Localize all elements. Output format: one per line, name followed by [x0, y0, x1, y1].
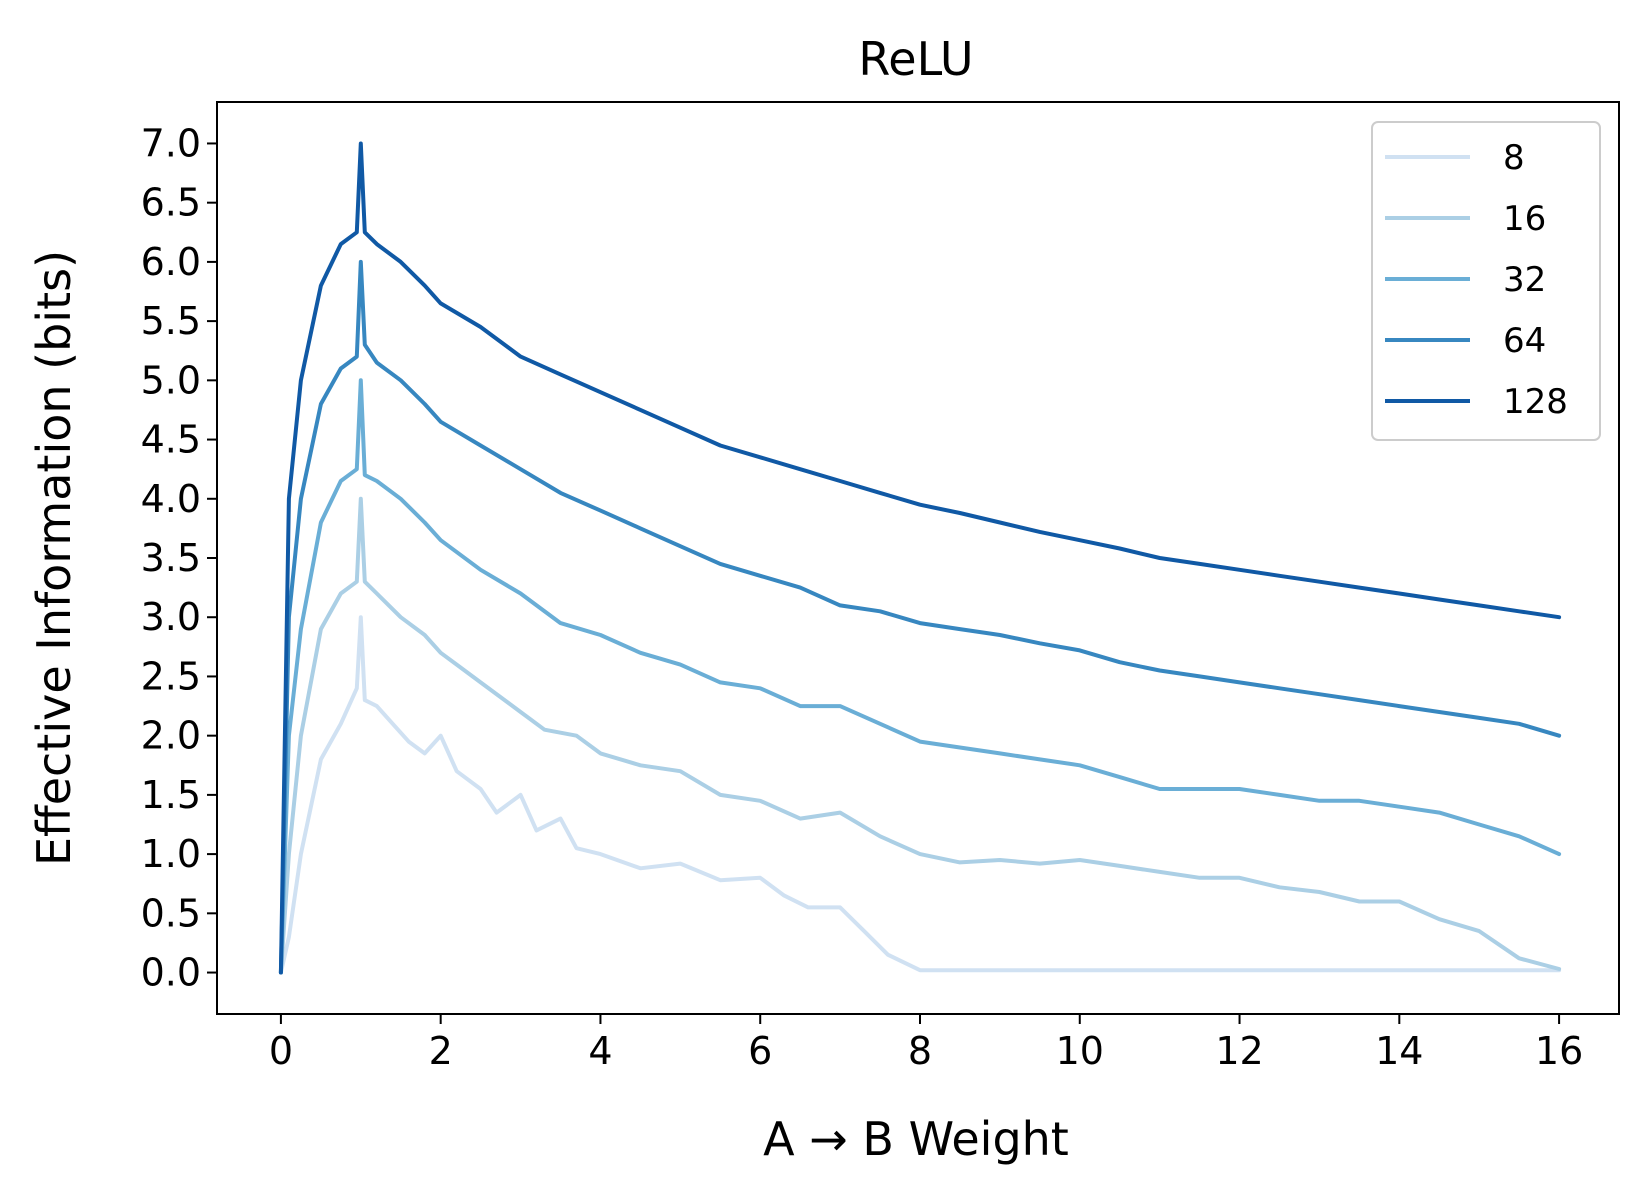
legend: 8 16 32 64 128 — [1371, 121, 1601, 441]
y-tick-label: 3.0 — [141, 595, 201, 639]
y-tick-label: 2.0 — [141, 714, 201, 758]
x-axis-ticks: 0 2 4 6 8 10 12 14 16 — [269, 1014, 1583, 1073]
x-tick-label: 14 — [1375, 1029, 1423, 1073]
legend-label-32: 32 — [1503, 260, 1546, 300]
legend-box — [1371, 121, 1601, 441]
x-axis-label: A → B Weight — [763, 1112, 1069, 1166]
y-tick-label: 4.5 — [141, 418, 201, 462]
x-tick-label: 16 — [1535, 1029, 1583, 1073]
x-tick-label: 10 — [1056, 1029, 1104, 1073]
y-tick-label: 3.5 — [141, 536, 201, 580]
x-tick-label: 0 — [269, 1029, 293, 1073]
y-tick-label: 4.0 — [141, 477, 201, 521]
legend-label-8: 8 — [1503, 138, 1525, 178]
y-tick-label: 0.5 — [141, 891, 201, 935]
y-tick-label: 1.0 — [141, 832, 201, 876]
chart-title: ReLU — [858, 32, 973, 86]
series-line-32 — [278, 378, 1562, 975]
series-line-64 — [278, 259, 1562, 975]
series-lines — [278, 141, 1562, 975]
x-tick-label: 12 — [1215, 1029, 1263, 1073]
legend-label-64: 64 — [1503, 321, 1546, 361]
y-axis-ticks: 0.0 0.5 1.0 1.5 2.0 2.5 3.0 3.5 4.0 4.5 5.0 5.5 6.0 6… — [141, 121, 217, 995]
series-line-8 — [278, 615, 1562, 975]
series-line-16 — [278, 496, 1562, 975]
y-tick-label: 5.5 — [141, 299, 201, 343]
y-axis-label: Effective Information (bits) — [27, 250, 81, 866]
y-tick-label: 7.0 — [141, 121, 201, 165]
y-tick-label: 6.0 — [141, 240, 201, 284]
x-tick-label: 4 — [588, 1029, 612, 1073]
y-tick-label: 5.0 — [141, 358, 201, 402]
x-tick-label: 2 — [429, 1029, 453, 1073]
series-line-128 — [278, 141, 1562, 975]
y-tick-label: 1.5 — [141, 773, 201, 817]
legend-label-16: 16 — [1503, 199, 1546, 239]
plot-frame — [216, 101, 1620, 1015]
x-tick-label: 6 — [748, 1029, 772, 1073]
legend-label-128: 128 — [1503, 382, 1568, 422]
x-tick-label: 8 — [908, 1029, 932, 1073]
y-tick-label: 2.5 — [141, 654, 201, 698]
y-tick-label: 0.0 — [141, 951, 201, 995]
y-tick-label: 6.5 — [141, 181, 201, 225]
